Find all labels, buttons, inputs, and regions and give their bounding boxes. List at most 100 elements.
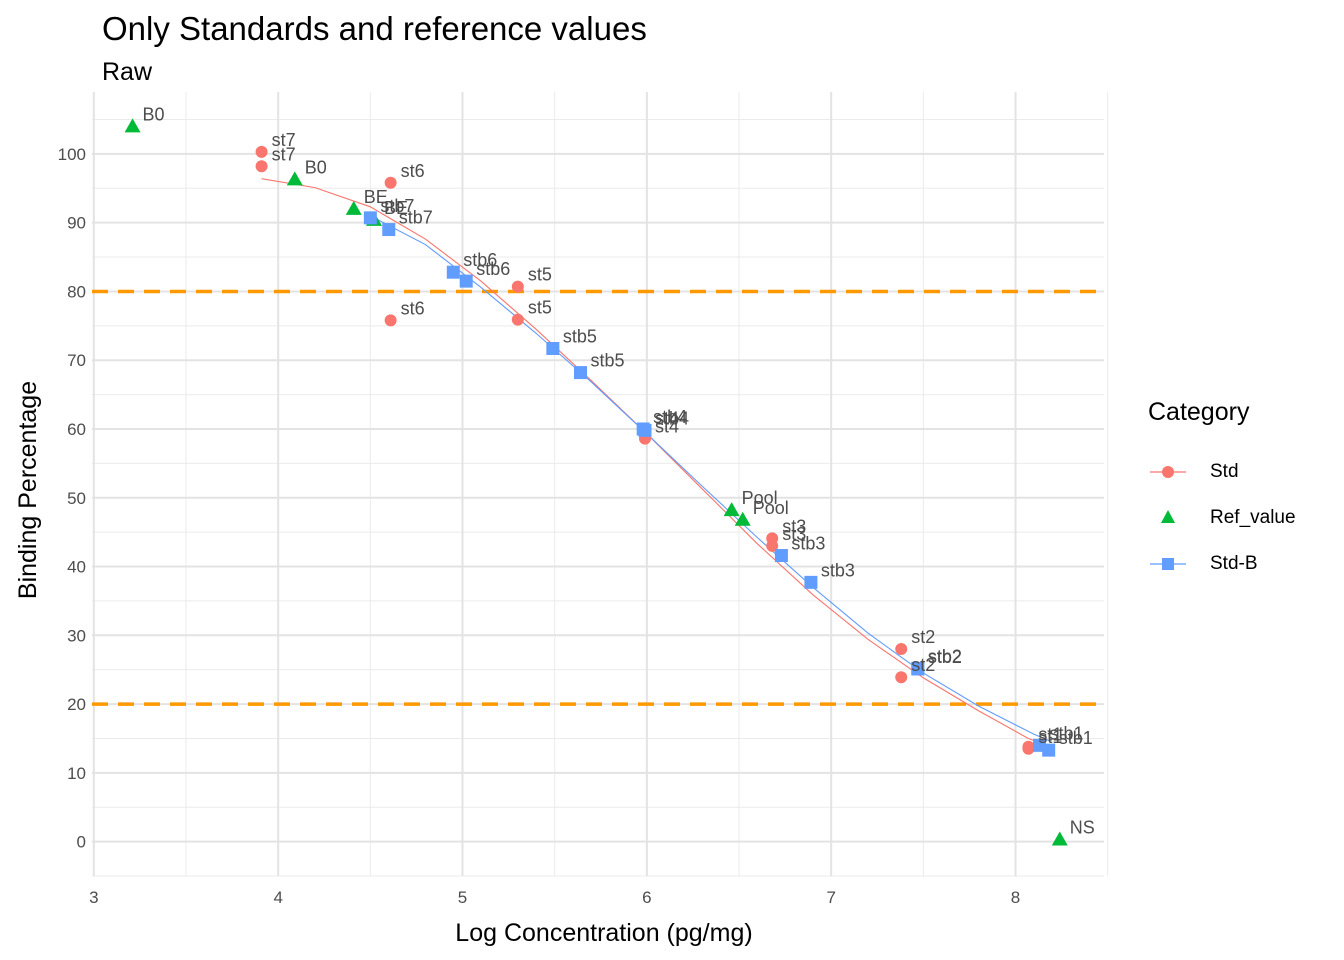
point-label-ref-value: Pool [753,498,789,518]
grid-lines [92,92,1109,877]
point-label-std-b: stb7 [380,196,414,216]
point-std [895,671,908,684]
point-label-ref-value: NS [1070,818,1095,838]
point-label-ref-value: BE [384,198,408,218]
y-tick-label: 0 [77,833,86,852]
point-label-std: st3 [782,524,806,544]
legend-label-ref-value: Ref_value [1210,507,1296,528]
point-std [511,280,524,293]
point-std-b [382,223,396,237]
point-ref-value [1051,831,1068,846]
point-label-std: st6 [401,298,425,318]
point-std-b [638,423,652,437]
point-label-std-b: stb3 [821,560,855,580]
point-label-std-b: stb4 [653,407,687,427]
point-std [766,539,779,552]
point-ref-value [734,511,751,526]
point-label-std: st7 [272,144,296,164]
point-std-b [546,342,560,356]
y-tick-label: 10 [67,764,86,783]
legend-label-std-b: Std-B [1210,553,1258,574]
y-tick-label: 60 [67,420,86,439]
point-label-std-b: stb1 [1049,723,1083,743]
legend-label-std: Std [1210,461,1239,482]
curve-std [261,178,1051,748]
legend-item-std: Std [1148,449,1296,495]
x-tick-label: 3 [89,888,98,907]
point-label-ref-value: Pool [742,488,778,508]
point-std [511,313,524,326]
point-label-std-b: stb1 [1059,728,1093,748]
point-label-std: st1 [1038,725,1062,745]
point-label-std-b: stb7 [399,208,433,228]
threshold-lines [92,289,1104,706]
legend-key-ref-value [1161,510,1175,523]
chart-subtitle: Raw [102,58,153,86]
point-label-std: st1 [1038,727,1062,747]
point-label-std-b: stb6 [476,259,510,279]
point-label-std: st2 [911,627,935,647]
x-tick-label: 4 [273,888,282,907]
data-points [124,118,1068,846]
point-std-b [363,211,377,225]
point-label-std: st6 [401,161,425,181]
point-label-std-b: stb4 [655,408,689,428]
legend-item-std-b: Std-B [1148,541,1296,587]
point-label-std: st4 [655,408,679,428]
legend-key-std-b [1150,558,1186,570]
point-labels: st7st7st6st6st5st5st4st4st3st3st2st2st1s… [143,104,1095,837]
point-label-std-b: stb2 [928,646,962,666]
point-ref-value [345,200,362,215]
x-tick-label: 5 [458,888,467,907]
point-std [255,145,268,158]
legend-key-std [1150,466,1186,478]
point-std-b [573,366,587,380]
point-label-ref-value: B0 [143,104,165,124]
point-label-ref-value: BE [364,187,388,207]
point-ref-value [286,171,303,186]
y-tick-label: 100 [58,145,86,164]
point-label-std: st5 [528,298,552,318]
point-label-std-b: stb2 [928,647,962,667]
point-label-std-b: stb6 [463,250,497,270]
point-std-b [446,265,460,279]
legend-item-ref-value: Ref_value [1148,495,1296,541]
y-tick-label: 90 [67,214,86,233]
point-label-std: st7 [272,130,296,150]
point-std [895,643,908,656]
x-axis-title: Log Concentration (pg/mg) [455,919,752,947]
point-label-std: st3 [782,516,806,536]
point-label-std: st2 [911,655,935,675]
point-label-std-b: stb3 [791,534,825,554]
x-tick-label: 6 [642,888,651,907]
point-std-b [1042,743,1056,757]
point-std-b [774,549,788,563]
point-std-b [459,274,473,288]
point-std [255,160,268,173]
legend-title: Category [1148,398,1250,426]
point-label-std: st4 [655,417,679,437]
point-std [384,314,397,327]
point-std [1022,742,1035,755]
point-std-b [911,662,925,676]
y-axis-title: Binding Percentage [14,381,42,599]
chart-title: Only Standards and reference values [102,10,647,47]
y-tick-label: 80 [67,282,86,301]
y-tick-label: 30 [67,626,86,645]
y-tick-label: 20 [67,695,86,714]
point-label-std-b: stb5 [590,351,624,371]
y-tick-label: 40 [67,558,86,577]
point-std-b [804,575,818,589]
x-tick-label: 8 [1011,888,1020,907]
point-ref-value [723,502,740,517]
point-ref-value [124,118,141,133]
point-std [384,176,397,189]
point-label-ref-value: B0 [305,157,327,177]
point-label-std-b: stb5 [563,327,597,347]
y-tick-label: 50 [67,489,86,508]
point-label-std: st5 [528,265,552,285]
legend: Category Std Ref_value Std-B [1148,398,1296,587]
y-tick-label: 70 [67,351,86,370]
